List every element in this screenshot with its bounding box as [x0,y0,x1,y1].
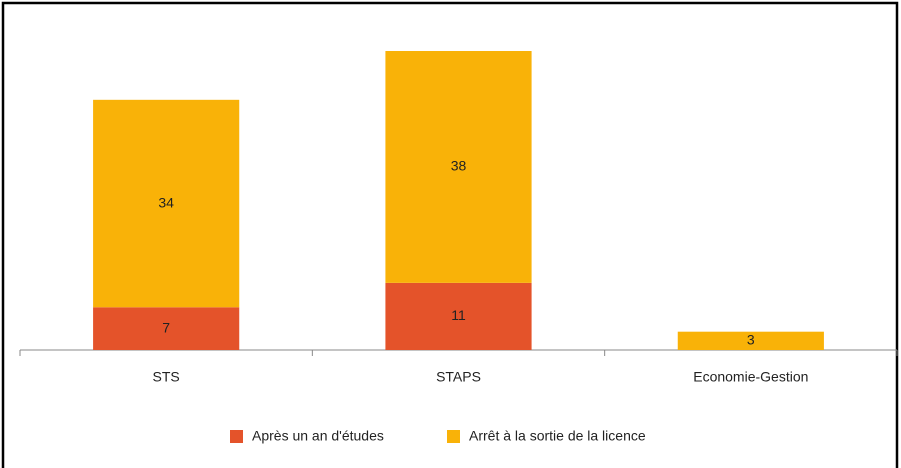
bar-segment [93,307,240,350]
bar-segment [677,331,824,350]
data-label: 38 [451,158,467,174]
x-tick-label: STS [153,369,180,385]
x-tick-label: STAPS [436,369,481,385]
legend-label: Après un an d'études [252,428,384,444]
legend-swatch [447,430,460,443]
data-label: 7 [162,319,170,335]
legend-label: Arrêt à la sortie de la licence [469,428,646,444]
x-tick-label: Economie-Gestion [693,369,808,385]
data-label: 34 [158,194,174,210]
data-label: 3 [747,332,755,348]
bar-segment [385,51,532,283]
bar-segment [93,99,240,308]
bar-segment [385,282,532,350]
data-label: 11 [451,307,466,323]
legend-swatch [230,430,243,443]
